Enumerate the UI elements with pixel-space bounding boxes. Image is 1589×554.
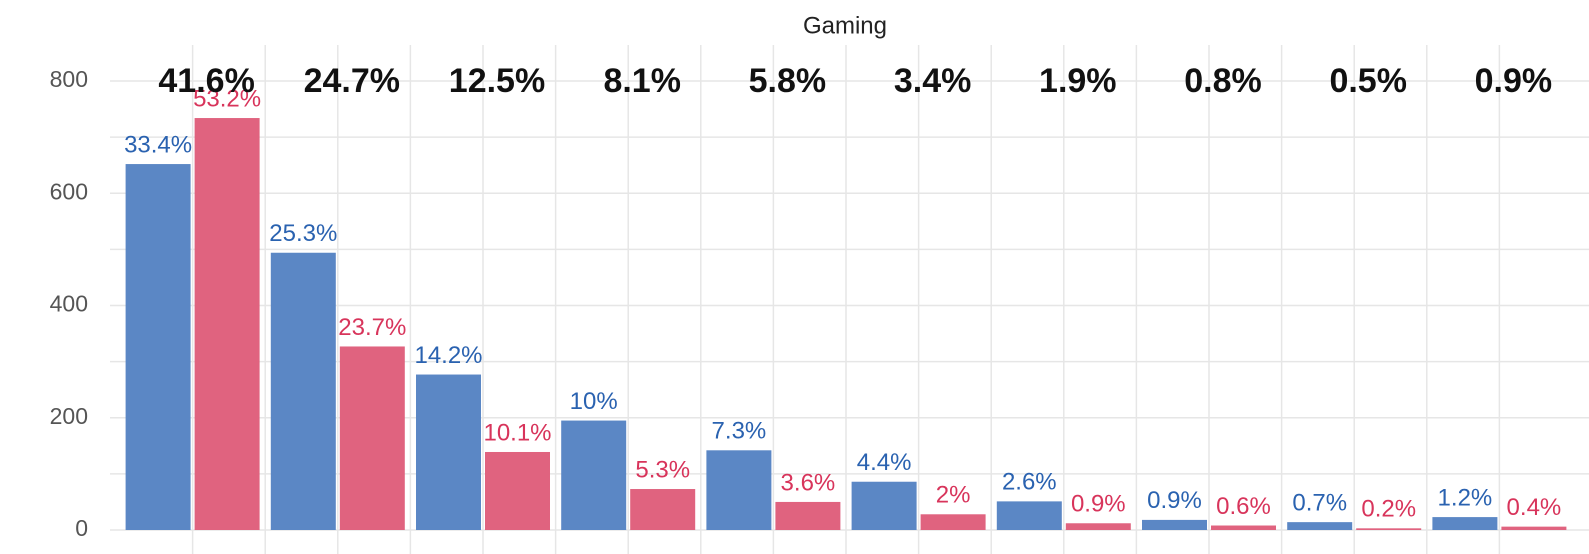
group-label: 1.9%	[1039, 62, 1117, 100]
bar-label: 0.2%	[1361, 496, 1416, 523]
bar	[706, 450, 772, 530]
bar-label: 0.9%	[1147, 487, 1202, 514]
bar	[1287, 522, 1353, 530]
bar	[416, 374, 481, 530]
bar	[1211, 525, 1276, 530]
bar	[851, 481, 917, 530]
bar-label: 0.7%	[1292, 489, 1347, 516]
group-label: 0.5%	[1329, 62, 1407, 100]
bar	[194, 118, 260, 530]
bar	[920, 514, 986, 530]
bar-label: 7.3%	[712, 418, 767, 445]
bar	[630, 489, 696, 530]
bar-label: 14.2%	[414, 342, 482, 369]
bar	[775, 501, 841, 530]
bar-label: 10.1%	[483, 419, 551, 446]
y-tick-label: 600	[50, 178, 88, 204]
bar	[1356, 528, 1422, 530]
group-label: 12.5%	[449, 62, 545, 100]
bar	[1432, 517, 1498, 530]
bar-label: 33.4%	[124, 131, 192, 158]
bar-label: 2.6%	[1002, 469, 1057, 496]
bar-label: 25.3%	[269, 220, 337, 247]
bar	[1142, 519, 1207, 530]
chart-title: Gaming	[803, 12, 887, 39]
bar	[1501, 526, 1567, 530]
bar	[485, 451, 550, 530]
bar-label: 5.3%	[635, 456, 690, 483]
bar	[270, 252, 336, 530]
bar-label: 2%	[936, 482, 971, 509]
bar	[1065, 523, 1131, 530]
y-tick-label: 800	[50, 66, 88, 92]
bar-label: 23.7%	[338, 314, 406, 341]
group-label: 5.8%	[749, 62, 827, 100]
bar-label: 53.2%	[193, 85, 261, 112]
group-label: 41.6%	[158, 62, 254, 100]
bar	[561, 420, 627, 530]
y-tick-label: 200	[50, 403, 88, 429]
bar-label: 0.4%	[1507, 494, 1562, 521]
bar	[125, 164, 191, 530]
bar-label: 10%	[570, 388, 618, 415]
bar-label: 0.6%	[1216, 493, 1271, 520]
group-label: 8.1%	[603, 62, 681, 100]
bar	[996, 501, 1062, 530]
group-label: 0.9%	[1475, 62, 1553, 100]
group-label: 24.7%	[304, 62, 400, 100]
y-tick-label: 0	[75, 515, 88, 541]
bar-label: 4.4%	[857, 449, 912, 476]
group-label: 0.8%	[1184, 62, 1262, 100]
group-label: 3.4%	[894, 62, 972, 100]
bar-label: 3.6%	[781, 469, 836, 496]
bar	[339, 346, 405, 530]
y-tick-label: 400	[50, 291, 88, 317]
bar-label: 1.2%	[1438, 484, 1493, 511]
bar-label: 0.9%	[1071, 491, 1126, 518]
